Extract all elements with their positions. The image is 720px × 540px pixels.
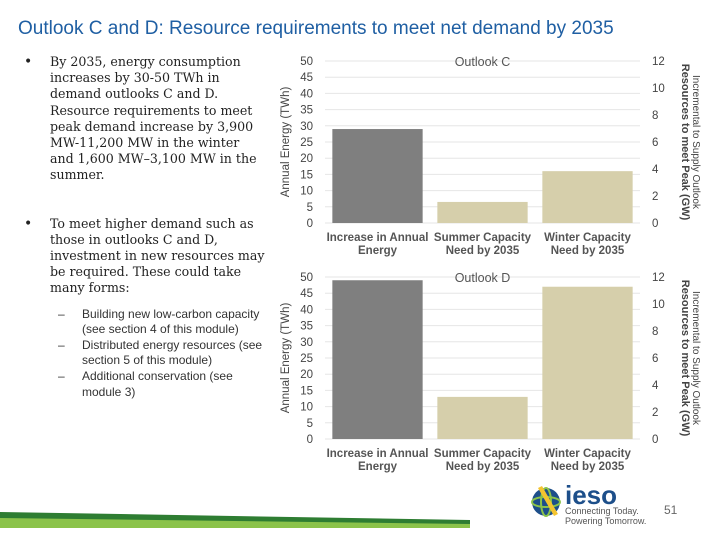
y2-tick-label: 2 [652, 407, 658, 419]
x-tick-label: Increase in Annual [327, 232, 429, 244]
x-tick-label: Winter Capacity [544, 448, 631, 460]
y-tick-label: 25 [300, 137, 313, 149]
bullet-list: • By 2035, energy consumption increases … [24, 54, 266, 400]
bullet-item: • To meet higher demand such as those in… [24, 216, 266, 297]
y2-tick-label: 4 [652, 164, 659, 176]
slide-title: Outlook C and D: Resource requirements t… [18, 18, 614, 39]
footer-stripe [0, 512, 470, 528]
bar [332, 129, 423, 223]
x-tick-label: Need by 2035 [551, 245, 625, 257]
y-tick-label: 40 [300, 88, 313, 100]
y2-tick-label: 8 [652, 326, 658, 338]
y2-tick-label: 12 [652, 56, 665, 68]
chart-title: Outlook C [455, 55, 511, 69]
ieso-logo [531, 486, 561, 517]
page-number: 51 [664, 503, 678, 517]
y-tick-label: 20 [300, 153, 313, 165]
globe-icon [531, 486, 561, 517]
x-tick-label: Energy [358, 245, 398, 257]
y-tick-label: 0 [307, 434, 313, 446]
bullet-text: By 2035, energy consumption increases by… [50, 54, 257, 183]
y2-tick-label: 2 [652, 191, 658, 203]
y-tick-label: 30 [300, 337, 313, 349]
sub-bullet-item: – Distributed energy resources (see secti… [58, 337, 263, 368]
bullet-item: • By 2035, energy consumption increases … [24, 54, 266, 184]
bullet-dot-icon: • [24, 54, 33, 70]
y-axis-label: Annual Energy (TWh) [280, 87, 292, 198]
y-tick-label: 15 [300, 385, 313, 397]
dash-icon: – [58, 306, 65, 321]
y-tick-label: 35 [300, 105, 313, 117]
y-tick-label: 15 [300, 169, 313, 181]
x-tick-label: Summer Capacity [434, 232, 532, 244]
y2-tick-label: 6 [652, 353, 658, 365]
bar [542, 286, 633, 439]
bar [437, 201, 528, 223]
x-tick-label: Need by 2035 [446, 245, 520, 257]
bar [542, 171, 633, 223]
y2-tick-label: 6 [652, 137, 658, 149]
bullet-dot-icon: • [24, 215, 33, 232]
y2-tick-label: 12 [652, 272, 665, 284]
y2-tick-label: 10 [652, 83, 665, 95]
y2-tick-label: 8 [652, 110, 658, 122]
bullet-text: To meet higher demand such as those in o… [50, 215, 265, 296]
sub-bullet-item: – Additional conservation (see module 3) [58, 369, 233, 399]
sub-bullet-list: – Building new low-carbon capacity (see s… [24, 307, 266, 401]
sub-bullet-item: – Building new low-carbon capacity (see s… [58, 306, 260, 337]
x-tick-label: Increase in Annual [327, 448, 429, 460]
y-tick-label: 10 [300, 402, 313, 414]
y2-tick-label: 0 [652, 434, 658, 446]
y2-axis-label: Resources to meet Peak (GW) [679, 64, 691, 221]
y2-axis-sublabel: Incremental to Supply Outlook [690, 291, 701, 426]
y-tick-label: 20 [300, 369, 313, 381]
y-tick-label: 40 [300, 304, 313, 316]
x-tick-label: Winter Capacity [544, 232, 631, 244]
logo-tagline: Connecting Today. Powering Tomorrow. [565, 506, 647, 526]
x-tick-label: Need by 2035 [446, 461, 520, 473]
bar [332, 280, 423, 439]
y-axis-label: Annual Energy (TWh) [280, 303, 292, 414]
y-tick-label: 25 [300, 353, 313, 365]
y-tick-label: 50 [300, 56, 313, 68]
y-tick-label: 35 [300, 321, 313, 333]
dash-icon: – [58, 369, 65, 384]
y-tick-label: 0 [307, 218, 313, 230]
y2-tick-label: 0 [652, 218, 658, 230]
y2-tick-label: 4 [652, 380, 659, 392]
chart-title: Outlook D [455, 271, 511, 285]
x-tick-label: Need by 2035 [551, 461, 625, 473]
y2-axis-label: Resources to meet Peak (GW) [679, 280, 691, 437]
y-tick-label: 5 [307, 202, 313, 214]
bar [437, 396, 528, 439]
y-tick-label: 45 [300, 72, 313, 84]
x-tick-label: Summer Capacity [434, 448, 532, 460]
y2-axis-sublabel: Incremental to Supply Outlook [690, 75, 701, 210]
y-tick-label: 50 [300, 272, 313, 284]
y-tick-label: 5 [307, 418, 313, 430]
dash-icon: – [58, 337, 65, 352]
logo-wordmark: ieso [565, 480, 618, 510]
y2-tick-label: 10 [652, 299, 665, 311]
x-tick-label: Energy [358, 461, 398, 473]
y-tick-label: 45 [300, 288, 313, 300]
y-tick-label: 10 [300, 186, 313, 198]
y-tick-label: 30 [300, 121, 313, 133]
